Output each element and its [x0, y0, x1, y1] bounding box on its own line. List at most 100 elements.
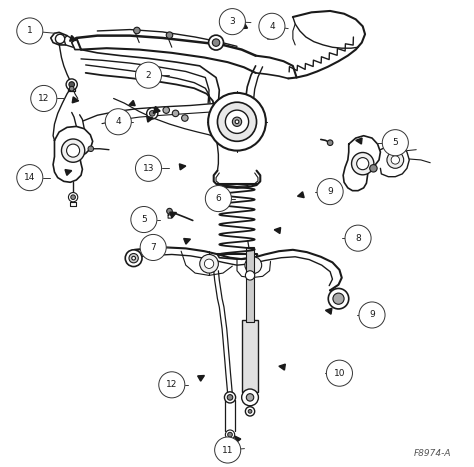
- Polygon shape: [223, 197, 229, 203]
- Circle shape: [246, 394, 254, 401]
- Circle shape: [356, 157, 369, 170]
- Polygon shape: [356, 138, 362, 144]
- Circle shape: [62, 139, 85, 162]
- Circle shape: [66, 144, 80, 157]
- Polygon shape: [72, 97, 79, 103]
- Polygon shape: [298, 192, 304, 198]
- Circle shape: [352, 153, 374, 175]
- Polygon shape: [279, 364, 285, 370]
- Text: 13: 13: [143, 164, 154, 173]
- Text: 6: 6: [216, 194, 221, 203]
- Text: 7: 7: [150, 243, 156, 252]
- Circle shape: [166, 32, 173, 38]
- Circle shape: [391, 156, 400, 164]
- Polygon shape: [326, 308, 332, 314]
- Circle shape: [228, 432, 232, 437]
- Circle shape: [317, 178, 343, 205]
- Circle shape: [232, 117, 242, 127]
- Circle shape: [69, 86, 74, 91]
- Text: 5: 5: [141, 215, 147, 224]
- Circle shape: [55, 34, 65, 43]
- Circle shape: [246, 271, 255, 280]
- Circle shape: [248, 410, 252, 413]
- Text: 9: 9: [327, 187, 333, 196]
- Circle shape: [134, 27, 140, 34]
- Text: 2: 2: [146, 71, 151, 80]
- Circle shape: [345, 225, 371, 251]
- Polygon shape: [65, 170, 72, 176]
- Polygon shape: [170, 212, 176, 218]
- Text: 4: 4: [269, 22, 275, 31]
- Circle shape: [105, 109, 131, 135]
- Circle shape: [212, 39, 220, 46]
- Circle shape: [125, 250, 142, 267]
- Polygon shape: [274, 227, 281, 234]
- Circle shape: [17, 18, 43, 44]
- Polygon shape: [148, 71, 155, 77]
- Circle shape: [215, 437, 241, 463]
- Circle shape: [172, 110, 179, 117]
- Bar: [242, 319, 258, 392]
- Circle shape: [69, 82, 74, 87]
- Circle shape: [328, 289, 349, 309]
- Polygon shape: [179, 164, 186, 170]
- Circle shape: [71, 195, 75, 199]
- Polygon shape: [267, 34, 274, 39]
- Circle shape: [88, 146, 93, 152]
- Text: 10: 10: [334, 368, 345, 378]
- Circle shape: [66, 79, 77, 90]
- Text: 8: 8: [355, 234, 361, 243]
- Circle shape: [163, 107, 170, 113]
- Circle shape: [259, 13, 285, 39]
- Circle shape: [182, 115, 188, 121]
- Circle shape: [17, 164, 43, 191]
- Polygon shape: [198, 375, 204, 381]
- Text: 12: 12: [38, 94, 49, 103]
- Circle shape: [68, 192, 78, 202]
- Text: F8974-A: F8974-A: [414, 449, 451, 458]
- Circle shape: [246, 407, 255, 416]
- Text: 11: 11: [222, 446, 233, 454]
- Circle shape: [218, 102, 256, 142]
- Circle shape: [146, 108, 158, 119]
- Circle shape: [328, 140, 333, 146]
- Circle shape: [209, 35, 224, 50]
- Circle shape: [132, 256, 136, 260]
- Circle shape: [327, 360, 353, 386]
- Circle shape: [204, 259, 214, 269]
- Circle shape: [370, 164, 377, 172]
- Circle shape: [200, 255, 219, 273]
- Circle shape: [167, 208, 172, 214]
- Circle shape: [227, 395, 233, 400]
- Circle shape: [387, 152, 404, 168]
- Circle shape: [224, 392, 236, 403]
- Circle shape: [219, 8, 246, 35]
- Circle shape: [149, 111, 155, 116]
- Circle shape: [242, 389, 258, 406]
- Polygon shape: [70, 35, 76, 41]
- Circle shape: [225, 430, 235, 439]
- Bar: [246, 248, 254, 322]
- Polygon shape: [184, 239, 191, 244]
- Text: 12: 12: [166, 380, 177, 389]
- Polygon shape: [153, 106, 160, 113]
- Text: 3: 3: [229, 17, 235, 26]
- Circle shape: [382, 130, 408, 156]
- Circle shape: [208, 93, 266, 151]
- Circle shape: [359, 302, 385, 328]
- Text: 1: 1: [27, 27, 33, 35]
- Circle shape: [129, 254, 138, 263]
- Text: 9: 9: [369, 311, 375, 319]
- Circle shape: [136, 62, 162, 88]
- Circle shape: [235, 120, 239, 124]
- Circle shape: [31, 85, 57, 112]
- Circle shape: [131, 206, 157, 233]
- Circle shape: [205, 185, 231, 212]
- Text: 5: 5: [392, 138, 398, 147]
- Circle shape: [245, 257, 262, 274]
- Circle shape: [136, 155, 162, 181]
- Circle shape: [140, 234, 166, 261]
- Polygon shape: [129, 100, 135, 106]
- Polygon shape: [235, 436, 241, 443]
- Circle shape: [159, 372, 185, 398]
